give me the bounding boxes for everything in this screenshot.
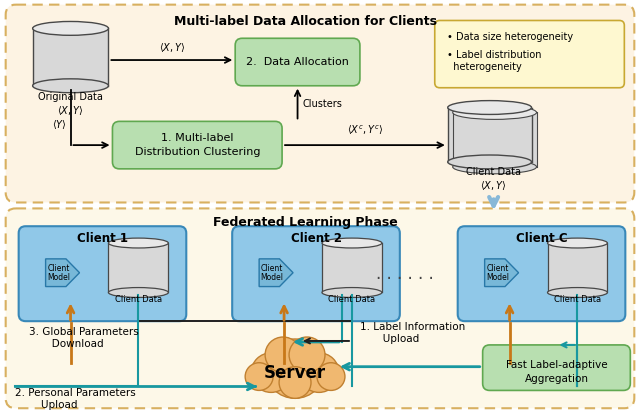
Circle shape <box>279 366 311 399</box>
Circle shape <box>299 353 339 392</box>
Text: Model: Model <box>486 273 509 282</box>
Text: Client: Client <box>47 264 70 273</box>
Text: $\langle X,Y\rangle$: $\langle X,Y\rangle$ <box>58 104 84 116</box>
Circle shape <box>245 363 273 391</box>
Text: Server: Server <box>264 364 326 381</box>
Ellipse shape <box>33 22 108 35</box>
Text: Client: Client <box>486 264 509 273</box>
Text: Original Data: Original Data <box>38 92 103 102</box>
Text: Model: Model <box>47 273 70 282</box>
Circle shape <box>265 337 301 373</box>
FancyBboxPatch shape <box>232 226 400 321</box>
Text: Client Data: Client Data <box>554 295 601 305</box>
Polygon shape <box>547 243 607 292</box>
Text: $\langle X,Y\rangle$: $\langle X,Y\rangle$ <box>481 179 507 192</box>
FancyBboxPatch shape <box>235 38 360 86</box>
Text: • Label distribution
  heterogeneity: • Label distribution heterogeneity <box>447 50 541 72</box>
FancyBboxPatch shape <box>6 5 634 203</box>
FancyBboxPatch shape <box>483 345 630 391</box>
FancyBboxPatch shape <box>458 226 625 321</box>
Polygon shape <box>452 112 536 167</box>
Text: $\langle X^c,Y^c\rangle$: $\langle X^c,Y^c\rangle$ <box>347 124 383 137</box>
FancyBboxPatch shape <box>6 208 634 408</box>
Ellipse shape <box>322 287 382 297</box>
Text: Client Data: Client Data <box>328 295 376 305</box>
Text: Client 2: Client 2 <box>291 232 342 245</box>
Text: Aggregation: Aggregation <box>525 374 589 384</box>
Text: $\langle Y\rangle$: $\langle Y\rangle$ <box>52 118 67 131</box>
Text: 2. Personal Parameters
        Upload: 2. Personal Parameters Upload <box>15 389 136 410</box>
Text: • Data size heterogeneity: • Data size heterogeneity <box>447 32 573 42</box>
Text: 3. Global Parameters
       Download: 3. Global Parameters Download <box>29 327 138 349</box>
Ellipse shape <box>448 155 532 169</box>
Polygon shape <box>45 259 79 287</box>
Circle shape <box>265 339 325 399</box>
Text: Client Data: Client Data <box>115 295 162 305</box>
Polygon shape <box>33 28 108 86</box>
Text: Federated Learning Phase: Federated Learning Phase <box>212 216 397 229</box>
Polygon shape <box>322 243 382 292</box>
Text: 1. Label Information
       Upload: 1. Label Information Upload <box>360 322 465 344</box>
Circle shape <box>317 363 345 391</box>
Ellipse shape <box>33 79 108 93</box>
Text: Client 1: Client 1 <box>77 232 128 245</box>
FancyBboxPatch shape <box>19 226 186 321</box>
Text: . . . . . .: . . . . . . <box>376 265 434 283</box>
Circle shape <box>251 353 291 392</box>
Text: Client C: Client C <box>516 232 567 245</box>
Polygon shape <box>448 107 532 162</box>
Ellipse shape <box>547 238 607 248</box>
Ellipse shape <box>108 287 168 297</box>
Text: Clusters: Clusters <box>303 99 342 109</box>
Ellipse shape <box>448 101 532 114</box>
Ellipse shape <box>452 106 536 119</box>
FancyBboxPatch shape <box>113 121 282 169</box>
Text: $\langle X,Y\rangle$: $\langle X,Y\rangle$ <box>159 41 185 54</box>
Text: Distribution Clustering: Distribution Clustering <box>134 147 260 157</box>
Text: Model: Model <box>260 273 284 282</box>
Polygon shape <box>484 259 518 287</box>
Ellipse shape <box>547 287 607 297</box>
Text: Fast Label-adaptive: Fast Label-adaptive <box>506 360 607 370</box>
Text: Multi-label Data Allocation for Clients: Multi-label Data Allocation for Clients <box>173 15 436 27</box>
Circle shape <box>289 337 325 373</box>
Text: 2.  Data Allocation: 2. Data Allocation <box>246 57 349 67</box>
Text: Client Data: Client Data <box>466 167 521 177</box>
Polygon shape <box>259 259 293 287</box>
Ellipse shape <box>452 160 536 174</box>
Polygon shape <box>108 243 168 292</box>
Text: Client: Client <box>261 264 284 273</box>
Ellipse shape <box>108 238 168 248</box>
FancyBboxPatch shape <box>435 20 625 88</box>
Text: 1. Multi-label: 1. Multi-label <box>161 133 234 143</box>
Ellipse shape <box>322 238 382 248</box>
